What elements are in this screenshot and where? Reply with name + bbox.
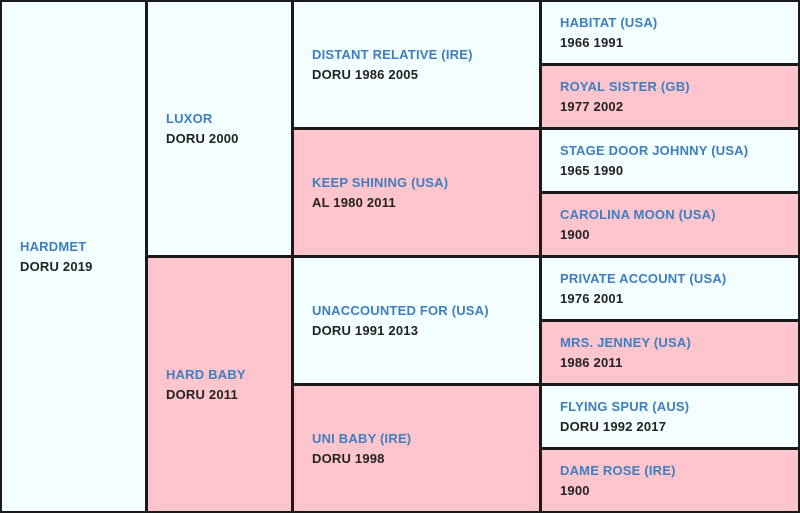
gen3-info: 1986 2011 bbox=[560, 354, 623, 370]
pedigree-gen3-cell-5: PRIVATE ACCOUNT (USA) 1976 2001 bbox=[542, 258, 798, 319]
dam-info: DORU 2011 bbox=[166, 386, 238, 402]
sire-sire-info: DORU 1986 2005 bbox=[312, 66, 419, 82]
gen3-info: 1900 bbox=[560, 482, 590, 498]
pedigree-gen3-cell-1: HABITAT (USA) 1966 1991 bbox=[542, 2, 798, 63]
gen3-name-link[interactable]: STAGE DOOR JOHNNY (USA) bbox=[560, 142, 749, 158]
gen3-info: 1966 1991 bbox=[560, 34, 624, 50]
dam-dam-name-link[interactable]: UNI BABY (IRE) bbox=[312, 430, 412, 446]
gen3-name-link[interactable]: MRS. JENNEY (USA) bbox=[560, 334, 692, 350]
pedigree-gen3-cell-2: ROYAL SISTER (GB) 1977 2002 bbox=[542, 66, 798, 127]
pedigree-horse-cell: HARDMET DORU 2019 bbox=[2, 2, 145, 511]
pedigree-gen3-cell-3: STAGE DOOR JOHNNY (USA) 1965 1990 bbox=[542, 130, 798, 191]
dam-sire-name-link[interactable]: UNACCOUNTED FOR (USA) bbox=[312, 302, 489, 318]
sire-sire-name-link[interactable]: DISTANT RELATIVE (IRE) bbox=[312, 46, 473, 62]
pedigree-sire-dam-cell: KEEP SHINING (USA) AL 1980 2011 bbox=[294, 130, 539, 255]
dam-sire-info: DORU 1991 2013 bbox=[312, 322, 419, 338]
pedigree-sire-sire-cell: DISTANT RELATIVE (IRE) DORU 1986 2005 bbox=[294, 2, 539, 127]
gen3-name-link[interactable]: HABITAT (USA) bbox=[560, 14, 658, 30]
pedigree-gen3-cell-8: DAME ROSE (IRE) 1900 bbox=[542, 450, 798, 511]
pedigree-dam-sire-cell: UNACCOUNTED FOR (USA) DORU 1991 2013 bbox=[294, 258, 539, 383]
gen3-name-link[interactable]: CAROLINA MOON (USA) bbox=[560, 206, 716, 222]
gen3-info: 1977 2002 bbox=[560, 98, 624, 114]
horse-name-link[interactable]: HARDMET bbox=[20, 238, 87, 254]
gen3-name-link[interactable]: ROYAL SISTER (GB) bbox=[560, 78, 690, 94]
gen3-info: 1900 bbox=[560, 226, 590, 242]
sire-name-link[interactable]: LUXOR bbox=[166, 110, 213, 126]
sire-dam-name-link[interactable]: KEEP SHINING (USA) bbox=[312, 174, 449, 190]
gen3-name-link[interactable]: DAME ROSE (IRE) bbox=[560, 462, 676, 478]
pedigree-dam-dam-cell: UNI BABY (IRE) DORU 1998 bbox=[294, 386, 539, 511]
gen3-info: DORU 1992 2017 bbox=[560, 418, 667, 434]
pedigree-gen3-cell-6: MRS. JENNEY (USA) 1986 2011 bbox=[542, 322, 798, 383]
gen3-info: 1965 1990 bbox=[560, 162, 624, 178]
dam-dam-info: DORU 1998 bbox=[312, 450, 385, 466]
gen3-info: 1976 2001 bbox=[560, 290, 624, 306]
gen3-name-link[interactable]: PRIVATE ACCOUNT (USA) bbox=[560, 270, 727, 286]
sire-dam-info: AL 1980 2011 bbox=[312, 194, 396, 210]
pedigree-gen3-cell-4: CAROLINA MOON (USA) 1900 bbox=[542, 194, 798, 255]
gen3-name-link[interactable]: FLYING SPUR (AUS) bbox=[560, 398, 690, 414]
sire-info: DORU 2000 bbox=[166, 130, 239, 146]
pedigree-dam-cell: HARD BABY DORU 2011 bbox=[148, 258, 291, 511]
horse-info: DORU 2019 bbox=[20, 258, 93, 274]
dam-name-link[interactable]: HARD BABY bbox=[166, 366, 246, 382]
pedigree-sire-cell: LUXOR DORU 2000 bbox=[148, 2, 291, 255]
pedigree-gen3-cell-7: FLYING SPUR (AUS) DORU 1992 2017 bbox=[542, 386, 798, 447]
